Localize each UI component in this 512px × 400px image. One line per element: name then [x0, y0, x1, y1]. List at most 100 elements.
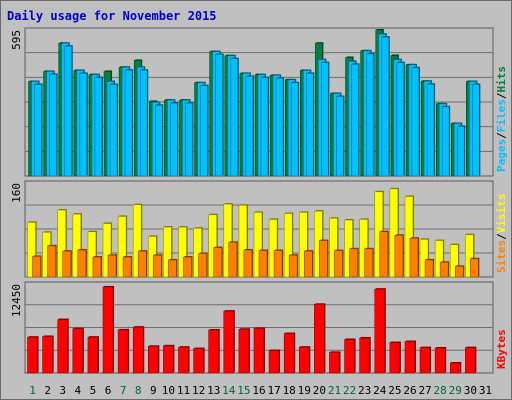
bar-pages-day-11: [185, 102, 193, 177]
bar-sites-day-27: [424, 259, 434, 278]
bar-pages-day-6: [109, 84, 118, 177]
bar-kbytes-day-16: [253, 328, 265, 374]
bar-sites-day-1: [32, 256, 41, 278]
bar-sites-day-18: [288, 254, 298, 278]
bar-sites-day-28: [439, 262, 449, 278]
x-tick-label-23: 23: [358, 384, 371, 397]
x-tick-label-21: 21: [328, 384, 341, 397]
bar-kbytes-day-27: [419, 347, 431, 374]
bar-pages-day-1: [34, 84, 42, 177]
bar-pages-day-16: [260, 77, 269, 177]
panel-visits-sites-max-label: 160: [10, 183, 23, 203]
bar-kbytes-day-28: [434, 347, 446, 374]
bar-kbytes-day-9: [148, 345, 159, 374]
bar-visits-day-11: [178, 226, 187, 278]
bar-pages-day-27: [426, 83, 435, 177]
bar-kbytes-day-6: [102, 286, 114, 374]
x-tick-label-24: 24: [373, 384, 387, 397]
x-tick-label-14: 14: [222, 384, 236, 397]
bar-visits-day-13: [208, 214, 218, 278]
bar-visits-day-4: [72, 213, 82, 278]
bar-visits-day-27: [419, 239, 429, 278]
bar-kbytes-day-18: [283, 333, 295, 374]
bar-visits-day-25: [389, 188, 399, 278]
bar-visits-day-30: [465, 234, 474, 278]
bar-pages-day-7: [124, 69, 133, 177]
x-tick-label-9: 9: [150, 384, 157, 397]
bar-kbytes-day-21: [329, 352, 340, 374]
bar-pages-day-28: [441, 106, 450, 177]
bar-sites-day-11: [183, 256, 192, 278]
legend-hits: Hits: [495, 66, 508, 93]
x-tick-label-30: 30: [464, 384, 477, 397]
bar-visits-day-15: [238, 205, 248, 278]
x-tick-label-26: 26: [403, 384, 416, 397]
bar-pages-day-15: [245, 76, 254, 177]
bar-visits-day-6: [102, 223, 112, 278]
legend-separator: /: [495, 233, 508, 240]
bar-pages-day-19: [305, 73, 314, 177]
bar-pages-day-10: [170, 102, 178, 177]
x-tick-label-15: 15: [237, 384, 250, 397]
bar-sites-day-4: [77, 249, 87, 278]
bar-visits-day-5: [87, 231, 97, 278]
bar-sites-day-20: [319, 240, 328, 278]
bar-kbytes-day-7: [117, 329, 129, 374]
x-tick-label-4: 4: [75, 384, 82, 397]
bar-pages-day-20: [321, 62, 329, 177]
bar-pages-day-5: [94, 77, 103, 177]
bar-sites-day-12: [198, 253, 207, 278]
legend-separator: /: [495, 132, 508, 139]
bar-kbytes-day-12: [193, 348, 204, 374]
bar-sites-day-8: [137, 250, 147, 278]
legend-sites: Sites: [495, 240, 508, 273]
bar-pages-day-3: [64, 45, 73, 177]
bar-visits-day-8: [132, 204, 142, 278]
bar-pages-day-26: [411, 67, 420, 177]
x-tick-label-28: 28: [434, 384, 447, 397]
bar-sites-day-2: [47, 245, 56, 278]
bar-sites-day-6: [107, 254, 117, 278]
panel-hits-files-pages-legend: Pages/Files/Hits: [495, 66, 508, 172]
bar-pages-day-12: [200, 85, 208, 177]
bar-sites-day-15: [243, 249, 253, 278]
bar-pages-day-22: [351, 64, 359, 177]
legend-pages: Pages: [495, 139, 508, 172]
bar-sites-day-5: [92, 256, 102, 278]
x-tick-label-10: 10: [162, 384, 175, 397]
bar-kbytes-day-5: [87, 336, 99, 374]
bar-visits-day-18: [283, 213, 293, 278]
chart-title: Daily usage for November 2015: [7, 9, 217, 23]
bar-kbytes-day-17: [268, 350, 280, 374]
bar-sites-day-3: [62, 250, 72, 278]
bar-kbytes-day-10: [163, 345, 174, 374]
legend-visits: Visits: [495, 194, 508, 234]
bar-pages-day-13: [215, 54, 224, 177]
bar-pages-day-4: [79, 73, 88, 177]
bar-pages-day-21: [336, 96, 344, 177]
bar-kbytes-day-24: [374, 288, 386, 374]
bar-sites-day-10: [168, 259, 177, 278]
bar-kbytes-day-30: [465, 347, 476, 374]
bar-kbytes-day-22: [344, 339, 355, 374]
bar-pages-day-18: [290, 82, 299, 177]
bar-pages-day-17: [275, 78, 284, 177]
x-tick-label-20: 20: [313, 384, 326, 397]
bar-kbytes-day-1: [27, 336, 38, 374]
bar-kbytes-day-4: [72, 328, 84, 374]
bar-visits-day-3: [57, 209, 67, 278]
bar-kbytes-day-14: [223, 310, 235, 374]
bar-kbytes-day-26: [404, 341, 416, 374]
bar-visits-day-7: [117, 216, 127, 278]
bar-kbytes-day-29: [449, 362, 461, 374]
bar-sites-day-29: [454, 266, 464, 278]
bar-pages-day-9: [155, 105, 163, 177]
bar-sites-day-23: [364, 248, 373, 278]
x-tick-label-18: 18: [283, 384, 296, 397]
bar-sites-day-22: [349, 248, 358, 278]
bar-sites-day-21: [334, 250, 343, 278]
legend-separator: /: [495, 92, 508, 99]
bar-pages-day-29: [456, 126, 465, 177]
x-tick-label-1: 1: [29, 384, 36, 397]
panel-kbytes-legend: KBytes: [495, 329, 508, 369]
